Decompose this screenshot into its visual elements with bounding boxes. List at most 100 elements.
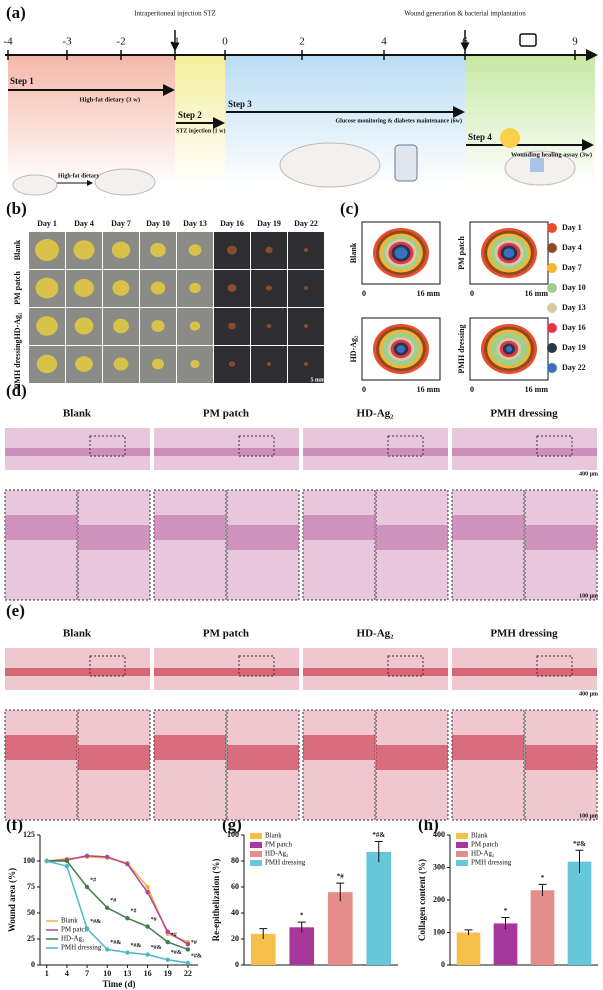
wound bbox=[304, 362, 308, 366]
wound bbox=[113, 357, 129, 371]
zoom-box bbox=[238, 435, 275, 457]
legend-label: PM patch bbox=[471, 841, 499, 849]
significance: *# bbox=[110, 898, 116, 904]
step-title: Step 2 bbox=[178, 110, 202, 120]
wound bbox=[227, 284, 237, 292]
y-tick-label: 300 bbox=[433, 862, 445, 871]
wound bbox=[190, 360, 200, 368]
histology-layer bbox=[525, 745, 597, 770]
wound bbox=[303, 248, 309, 252]
annotation: High-fat dietary bbox=[58, 173, 100, 179]
scale-label: 100 μm bbox=[579, 593, 598, 599]
wound-trace bbox=[505, 346, 513, 352]
legend-label: Day 13 bbox=[562, 303, 586, 312]
histology-zoom bbox=[153, 709, 227, 821]
y-tick-label: 75 bbox=[27, 882, 35, 891]
day-label: Day 16 bbox=[220, 219, 244, 228]
day-label: Day 7 bbox=[111, 219, 131, 228]
data-point bbox=[145, 890, 150, 895]
axis-label: 16 mm bbox=[417, 289, 441, 298]
timeline-label: -2 bbox=[116, 36, 125, 48]
data-point bbox=[44, 858, 49, 864]
legend-swatch bbox=[547, 223, 557, 233]
wound bbox=[265, 246, 273, 254]
data-point bbox=[165, 939, 170, 945]
wound bbox=[73, 240, 95, 260]
wound bbox=[35, 277, 59, 299]
legend-swatch bbox=[456, 833, 468, 839]
series-line bbox=[46, 855, 189, 945]
data-point bbox=[185, 960, 191, 966]
legend-swatch bbox=[547, 363, 557, 373]
wound bbox=[189, 321, 201, 331]
bar bbox=[567, 861, 592, 965]
panel-a-text: (a) Intraperitoneal injection STZ Wound … bbox=[6, 3, 592, 834]
bar bbox=[327, 892, 353, 965]
series-line bbox=[46, 860, 189, 951]
timeline-label: 0 bbox=[222, 36, 228, 48]
group-title: HD-Ag₂ bbox=[357, 408, 395, 420]
data-point bbox=[105, 905, 110, 910]
x-tick-label: 10 bbox=[103, 969, 111, 978]
significance: *#& bbox=[171, 950, 182, 956]
data-point bbox=[165, 929, 170, 934]
wound bbox=[150, 242, 166, 258]
error-bar bbox=[501, 917, 510, 930]
annotation: Intraperitoneal injection STZ bbox=[134, 10, 216, 18]
day-label: Day 22 bbox=[294, 219, 318, 228]
panel-label: (c) bbox=[340, 199, 359, 218]
y-tick-label: 200 bbox=[433, 895, 445, 904]
wound-trace bbox=[503, 248, 515, 258]
legend-label: HD-Ag₂ bbox=[265, 850, 289, 858]
significance: * bbox=[541, 874, 545, 882]
group-title: Blank bbox=[63, 408, 92, 420]
day-label: Day 10 bbox=[146, 219, 170, 228]
x-tick-label: 7 bbox=[85, 969, 89, 978]
panel-label: (a) bbox=[6, 3, 26, 22]
y-tick-label: 0 bbox=[441, 960, 445, 969]
panel-label: (d) bbox=[6, 381, 27, 400]
significance: *#& bbox=[372, 831, 385, 839]
data-point bbox=[185, 947, 191, 952]
legend-label: HD-Ag₂ bbox=[471, 850, 495, 858]
histology-layer bbox=[5, 448, 150, 456]
legend-swatch bbox=[456, 860, 468, 866]
step-text: Wounding healing assay (3w) bbox=[511, 151, 592, 158]
legend-label: PMH dressing bbox=[471, 859, 512, 867]
histology-layer bbox=[78, 525, 150, 550]
data-point bbox=[105, 854, 110, 860]
legend-swatch bbox=[547, 303, 557, 313]
legend-swatch bbox=[250, 851, 262, 857]
bar bbox=[289, 927, 315, 965]
group-title: PMH dressing bbox=[490, 408, 558, 420]
wound bbox=[113, 318, 129, 334]
legend-label: Day 22 bbox=[562, 363, 586, 372]
data-point bbox=[185, 942, 191, 947]
legend-swatch bbox=[456, 842, 468, 848]
significance: *#& bbox=[110, 940, 121, 946]
data-point bbox=[64, 864, 70, 869]
legend-swatch bbox=[547, 343, 557, 353]
wound bbox=[266, 324, 272, 328]
group-label: Blank bbox=[349, 242, 358, 263]
histology-layer bbox=[5, 515, 77, 540]
data-point bbox=[84, 884, 90, 890]
x-tick-label: 4 bbox=[65, 969, 69, 978]
wound bbox=[151, 320, 165, 332]
bar bbox=[493, 923, 518, 965]
histology-zoom bbox=[451, 489, 525, 601]
legend-swatch bbox=[250, 833, 262, 839]
legend-label: HD-Ag₂ bbox=[61, 935, 85, 943]
data-point bbox=[165, 957, 170, 962]
histology-layer bbox=[525, 525, 597, 550]
group-label: PM patch bbox=[457, 236, 466, 270]
significance: * bbox=[300, 912, 304, 920]
scale-label: 400 μm bbox=[579, 471, 598, 477]
histology-layer bbox=[5, 735, 77, 760]
data-point bbox=[145, 952, 150, 957]
y-axis-label: Re-epithelization (%) bbox=[211, 859, 221, 942]
zoom-box bbox=[238, 655, 275, 677]
error-bar bbox=[538, 883, 547, 897]
histology-zoom bbox=[4, 709, 78, 821]
